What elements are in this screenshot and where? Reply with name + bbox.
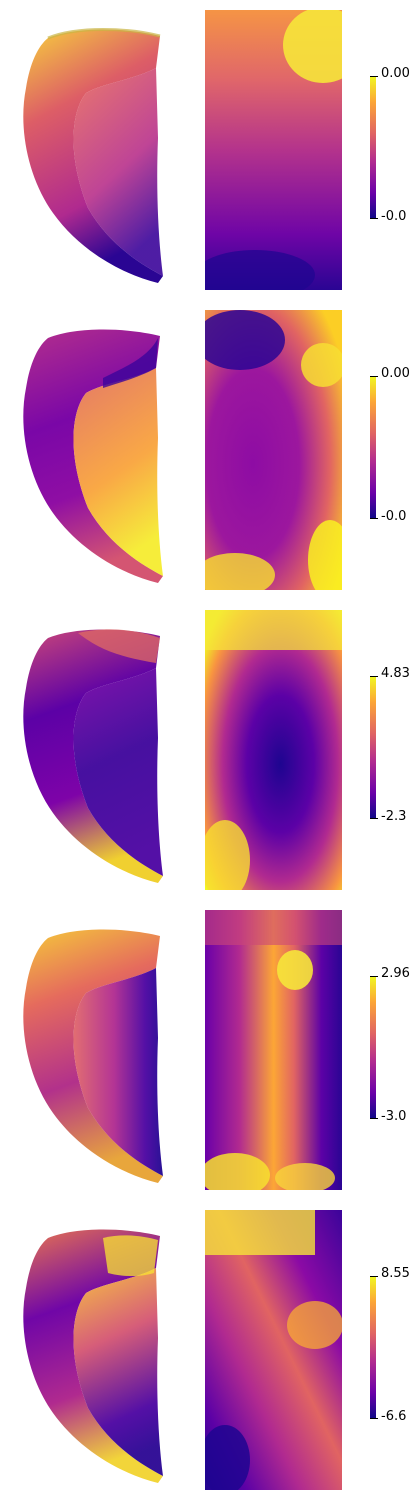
colorbar-1 bbox=[370, 76, 376, 219]
flatmap-4 bbox=[205, 910, 342, 1190]
colorbar-tick-max bbox=[370, 376, 378, 377]
panel-1: 0.00 -0.0 bbox=[0, 0, 410, 300]
hippocampus-surface-5 bbox=[23, 1229, 163, 1483]
colorbar-min-label: -0.0 bbox=[381, 209, 407, 224]
flatmap-1 bbox=[205, 10, 342, 290]
flatmap-3 bbox=[205, 610, 342, 890]
colorbar-tick-min bbox=[370, 218, 378, 219]
flatmap-5 bbox=[205, 1210, 342, 1490]
colorbar-min-label: -0.0 bbox=[381, 509, 407, 524]
colorbar-3 bbox=[370, 676, 376, 819]
colorbar-tick-min bbox=[370, 518, 378, 519]
colorbar-tick-max bbox=[370, 76, 378, 77]
colorbar-4 bbox=[370, 976, 376, 1119]
colorbar-max-label: 0.00 bbox=[381, 66, 410, 81]
hippocampus-surface-4 bbox=[23, 929, 163, 1183]
colorbar-2 bbox=[370, 376, 376, 519]
colorbar-tick-max bbox=[370, 976, 378, 977]
panel-4: 2.96 -3.0 bbox=[0, 900, 410, 1200]
colorbar-min-label: -3.0 bbox=[381, 1109, 407, 1124]
flatmap-2 bbox=[205, 310, 342, 590]
colorbar-max-label: 4.83 bbox=[381, 666, 410, 681]
hippocampus-surface-3 bbox=[23, 629, 163, 883]
panel-5: 8.55 -6.6 bbox=[0, 1200, 410, 1500]
colorbar-min-label: -2.3 bbox=[381, 809, 407, 824]
colorbar-tick-min bbox=[370, 1118, 378, 1119]
colorbar-min-label: -6.6 bbox=[381, 1409, 407, 1424]
colorbar-tick-min bbox=[370, 1418, 378, 1419]
panel-2: 0.00 -0.0 bbox=[0, 300, 410, 600]
colorbar-tick-max bbox=[370, 1276, 378, 1277]
colorbar-max-label: 2.96 bbox=[381, 966, 410, 981]
colorbar-5 bbox=[370, 1276, 376, 1419]
hippocampus-surface-2 bbox=[23, 329, 163, 583]
colorbar-max-label: 8.55 bbox=[381, 1266, 410, 1281]
colorbar-tick-min bbox=[370, 818, 378, 819]
hippocampus-surface-1 bbox=[23, 28, 163, 283]
panel-3: 4.83 -2.3 bbox=[0, 600, 410, 900]
colorbar-tick-max bbox=[370, 676, 378, 677]
colorbar-max-label: 0.00 bbox=[381, 366, 410, 381]
